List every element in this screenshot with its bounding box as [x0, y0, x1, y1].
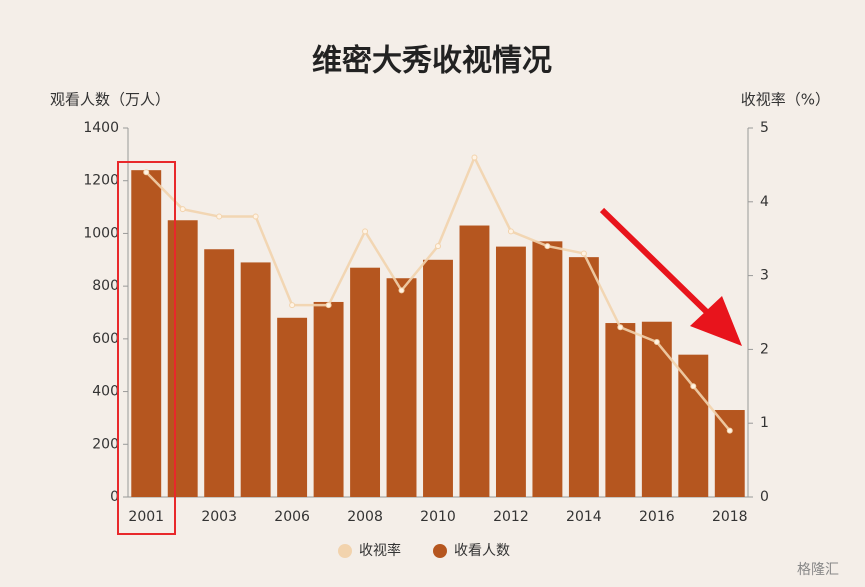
y2-tick-label: 2: [760, 341, 769, 357]
y2-axis-label: 收视率（%）: [741, 91, 830, 109]
arrow-head: [690, 296, 742, 346]
point: [690, 383, 697, 390]
bar: [568, 257, 599, 497]
legend-swatch: [338, 544, 352, 558]
point: [143, 169, 150, 176]
bar: [459, 225, 490, 497]
point: [544, 243, 551, 250]
y2-tick-label: 4: [760, 194, 769, 210]
legend-swatch: [433, 544, 447, 558]
y-tick-label: 1200: [83, 173, 119, 189]
x-tick-label: 2001: [128, 509, 164, 525]
bar: [204, 249, 235, 497]
bar: [641, 321, 672, 497]
point: [362, 228, 369, 235]
point: [435, 243, 441, 250]
y-axis-label: 观看人数（万人）: [50, 91, 170, 109]
x-tick-label: 2008: [347, 509, 383, 525]
point: [653, 339, 660, 346]
point: [507, 228, 514, 235]
bar: [350, 267, 381, 497]
x-tick-label: 2006: [274, 509, 310, 525]
bar: [277, 317, 308, 497]
x-tick-label: 2018: [712, 509, 748, 525]
y-tick-label: 1400: [83, 120, 119, 136]
bar: [240, 262, 271, 497]
bar: [167, 220, 198, 497]
y-tick-label: 200: [92, 436, 119, 452]
point: [726, 427, 733, 434]
point: [216, 213, 223, 220]
y-tick-label: 0: [110, 489, 119, 505]
point: [252, 213, 259, 220]
plot: 0 200 400 600 800 1000 1200 1400 0 1 2 3 4 5 2001 2003 2…: [83, 120, 769, 559]
watermark: 格隆汇: [797, 562, 839, 578]
x-tick-label: 2014: [566, 509, 602, 525]
point: [289, 302, 296, 309]
legend-label: 收视率: [359, 542, 401, 559]
bar: [386, 278, 417, 497]
y-tick-label: 1000: [83, 225, 119, 241]
legend-label: 收看人数: [454, 543, 510, 559]
y-tick-label: 600: [92, 331, 119, 347]
x-tick-label: 2016: [639, 509, 675, 525]
point: [179, 206, 186, 213]
highlight-box: [117, 161, 176, 535]
x-tick-label: 2003: [201, 509, 237, 525]
chart-title: 维密大秀收视情况: [312, 44, 552, 79]
bar: [313, 301, 344, 497]
x-tick-label: 2010: [420, 509, 456, 525]
bar: [131, 170, 162, 497]
y-tick-label: 800: [92, 278, 119, 294]
point: [325, 302, 332, 309]
point: [471, 154, 478, 161]
x-tick-label: 2012: [493, 509, 529, 525]
bar: [678, 354, 709, 497]
point: [398, 287, 405, 294]
bar: [532, 241, 563, 497]
bar: [423, 259, 453, 497]
arrow-shaft: [599, 207, 718, 323]
y2-tick-label: 5: [760, 120, 769, 136]
bar: [714, 410, 745, 497]
y-tick-label: 400: [92, 384, 119, 400]
bar: [605, 323, 636, 497]
y2-tick-label: 1: [760, 415, 769, 431]
point: [580, 250, 587, 257]
y2-tick-label: 0: [760, 489, 769, 505]
point: [617, 324, 624, 331]
y2-tick-label: 3: [760, 268, 769, 284]
bar: [495, 246, 526, 497]
